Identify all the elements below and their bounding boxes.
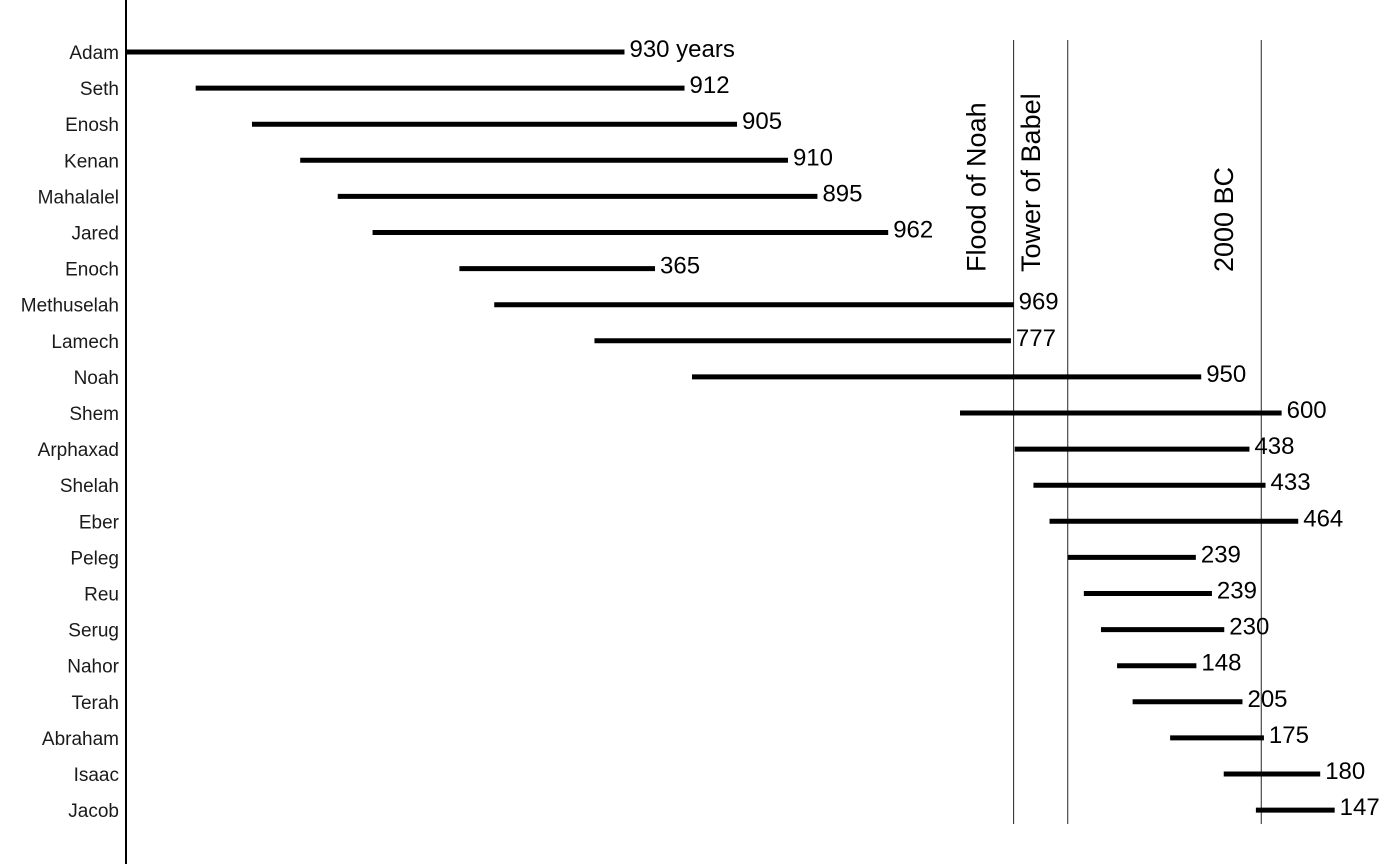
person-name-label: Terah (71, 693, 119, 714)
person-name-label: Lamech (51, 332, 119, 353)
lifespan-value-label: 912 (690, 72, 730, 99)
lifespan-value-label: 930 years (629, 36, 734, 63)
lifespan-bars: Adam 930 years Seth 912 Enosh 905 Kenan 910 Maha… (21, 36, 1380, 822)
lifespan-value-label: 230 (1229, 614, 1269, 641)
person-name-label: Jared (71, 224, 119, 245)
person-name-label: Arphaxad (38, 440, 119, 461)
person-name-label: Mahalalel (38, 187, 119, 208)
person-name-label: Isaac (74, 765, 119, 786)
lifespan-value-label: 950 (1206, 361, 1246, 388)
person-name-label: Noah (74, 368, 119, 389)
event-label-0: Flood of Noah (962, 102, 992, 272)
lifespan-value-label: 205 (1247, 686, 1287, 713)
lifespan-value-label: 438 (1254, 433, 1294, 460)
lifespan-value-label: 910 (793, 144, 833, 171)
person-name-label: Adam (69, 43, 119, 64)
person-name-label: Reu (84, 585, 119, 606)
person-name-label: Seth (80, 79, 119, 100)
lifespan-value-label: 180 (1325, 758, 1365, 785)
person-name-label: Serug (68, 621, 119, 642)
lifespan-value-label: 777 (1016, 325, 1056, 352)
person-name-label: Kenan (64, 151, 119, 172)
lifespan-value-label: 175 (1269, 722, 1309, 749)
lifespan-value-label: 464 (1303, 505, 1343, 532)
event-label-2: 2000 BC (1209, 167, 1239, 272)
person-name-label: Enosh (65, 115, 119, 136)
person-name-label: Nahor (67, 657, 119, 678)
lifespan-value-label: 365 (660, 253, 700, 280)
person-name-label: Eber (79, 512, 120, 533)
lifespan-value-label: 147 (1340, 794, 1380, 821)
event-markers: Flood of Noah Tower of Babel 2000 BC (962, 40, 1262, 824)
event-label-1: Tower of Babel (1016, 93, 1046, 272)
person-name-label: Enoch (65, 260, 119, 281)
lifespan-value-label: 962 (893, 217, 933, 244)
person-name-label: Abraham (42, 729, 119, 750)
lifespan-value-label: 600 (1287, 397, 1327, 424)
person-name-label: Shelah (60, 476, 119, 497)
person-name-label: Jacob (68, 801, 119, 822)
lifespan-value-label: 969 (1019, 289, 1059, 316)
lifespan-value-label: 905 (742, 108, 782, 135)
person-name-label: Methuselah (21, 296, 119, 317)
person-name-label: Peleg (70, 548, 119, 569)
lifespan-value-label: 239 (1201, 541, 1241, 568)
lifespan-value-label: 433 (1271, 469, 1311, 496)
lifespan-value-label: 895 (822, 180, 862, 207)
lifespan-value-label: 239 (1217, 578, 1257, 605)
person-name-label: Shem (69, 404, 119, 425)
lifespan-value-label: 148 (1201, 650, 1241, 677)
